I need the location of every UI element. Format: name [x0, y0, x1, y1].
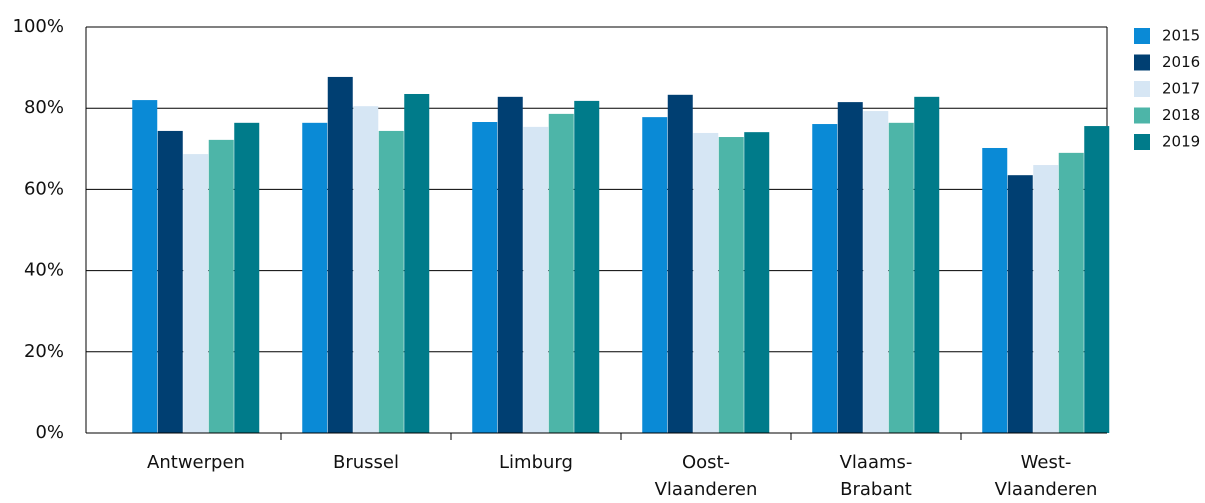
- bar: [183, 154, 209, 433]
- x-tick-label: Vlaams-Brabant: [840, 452, 913, 499]
- bar: [327, 76, 353, 434]
- bar: [837, 102, 863, 434]
- y-tick-label: 40%: [24, 260, 64, 281]
- legend-swatch: [1134, 81, 1150, 97]
- x-tick-label: Antwerpen: [147, 452, 245, 473]
- y-tick-label: 100%: [13, 16, 64, 37]
- y-tick-label: 0%: [35, 422, 64, 443]
- bar: [353, 106, 379, 434]
- legend-swatch: [1134, 28, 1150, 44]
- bar: [693, 132, 719, 433]
- bar: [472, 122, 498, 433]
- bar: [863, 111, 889, 434]
- legend-label: 2017: [1162, 80, 1200, 98]
- bar: [982, 147, 1008, 433]
- bar: [497, 96, 523, 433]
- y-tick-label: 60%: [24, 178, 64, 199]
- bar: [642, 117, 668, 433]
- x-tick-label: West-Vlaanderen: [995, 452, 1098, 499]
- bar: [1058, 152, 1084, 434]
- legend-swatch: [1134, 107, 1150, 124]
- bar: [404, 93, 430, 434]
- legend-swatch: [1134, 54, 1150, 71]
- bar: [812, 124, 838, 433]
- bar: [914, 96, 940, 433]
- x-tick-label: Oost-Vlaanderen: [655, 452, 758, 499]
- bar: [888, 122, 914, 433]
- bar: [157, 130, 183, 433]
- bar: [1084, 126, 1110, 434]
- bar: [1007, 175, 1033, 433]
- bar: [744, 132, 770, 434]
- bar: [208, 139, 234, 434]
- y-tick-label: 80%: [24, 97, 64, 118]
- y-tick-label: 20%: [24, 341, 64, 362]
- bar: [1033, 165, 1059, 434]
- x-tick-label: Brussel: [333, 452, 399, 473]
- legend-label: 2019: [1162, 133, 1200, 151]
- bar: [378, 130, 404, 433]
- bar: [718, 137, 744, 433]
- x-tick-label: Limburg: [499, 452, 573, 473]
- legend-swatch: [1134, 134, 1150, 150]
- legend-label: 2018: [1162, 106, 1200, 124]
- legend-label: 2016: [1162, 53, 1200, 71]
- bar: [302, 122, 328, 433]
- bar: [574, 100, 600, 433]
- legend-label: 2015: [1162, 27, 1200, 45]
- bar: [234, 122, 260, 433]
- bar: [523, 126, 549, 433]
- bar: [548, 113, 574, 433]
- bar: [132, 100, 158, 433]
- bar: [667, 94, 693, 433]
